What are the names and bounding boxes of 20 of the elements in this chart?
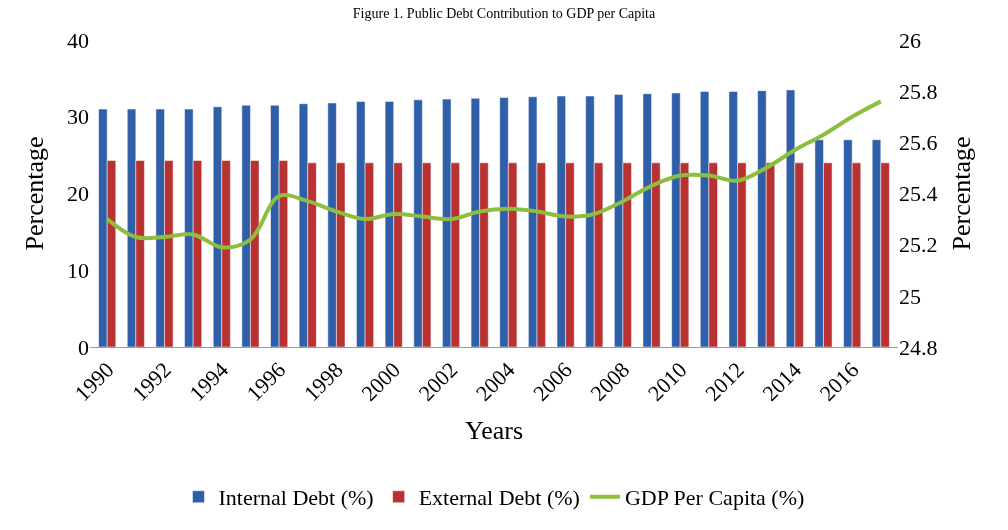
y2-tick-label: 25.4 (899, 181, 938, 207)
y2-tick-label: 25.6 (899, 130, 938, 156)
y2-tick-label: 25.8 (899, 78, 938, 104)
y2-tick-label: 26 (899, 27, 921, 53)
legend-label: GDP Per Capita (%) (624, 485, 805, 511)
y2-axis-title: Percentage (947, 136, 977, 251)
x-axis-title: Years (464, 415, 524, 445)
legend-label: External Debt (%) (418, 485, 580, 511)
y2-tick-label: 25 (899, 283, 921, 309)
legend-label: Internal Debt (%) (218, 485, 374, 511)
y-tick-label: 40 (67, 27, 89, 53)
y-tick-label: 10 (67, 257, 89, 283)
y-tick-label: 0 (78, 334, 89, 360)
y2-tick-label: 25.2 (899, 232, 938, 258)
line-series (105, 99, 883, 250)
chart-title: Figure 1. Public Debt Contribution to GDP per Capita (352, 5, 656, 21)
y-axis-title: Percentage (20, 136, 50, 251)
y2-tick-label: 24.8 (899, 334, 938, 360)
y-tick-label: 20 (67, 181, 89, 207)
y-tick-label: 30 (67, 104, 89, 130)
